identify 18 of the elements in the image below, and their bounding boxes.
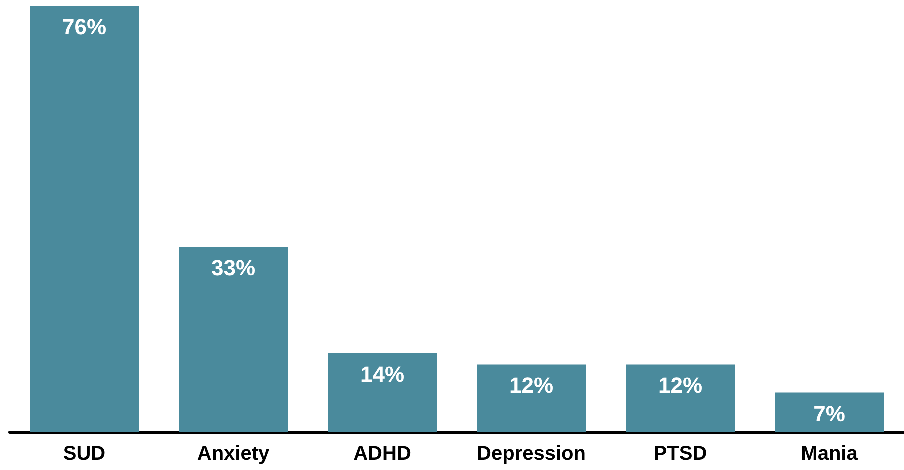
- bar: [328, 354, 437, 432]
- data-label: 7%: [814, 401, 846, 426]
- bar: [775, 392, 884, 432]
- data-label: 12%: [509, 373, 554, 398]
- data-label: 12%: [658, 373, 703, 398]
- bar: [626, 364, 735, 432]
- x-tick-label: Depression: [477, 443, 586, 465]
- x-tick-label: ADHD: [354, 443, 412, 465]
- bar: [30, 6, 139, 432]
- data-label: 14%: [360, 362, 405, 388]
- bar: [179, 247, 288, 432]
- x-tick-label: SUD: [63, 443, 106, 465]
- x-tick-label: Anxiety: [197, 443, 270, 465]
- data-label: 33%: [211, 256, 256, 281]
- x-tick-label: Mania: [801, 443, 859, 465]
- data-label: 76%: [62, 14, 107, 40]
- x-tick-label: PTSD: [654, 443, 708, 465]
- bar: [477, 364, 586, 432]
